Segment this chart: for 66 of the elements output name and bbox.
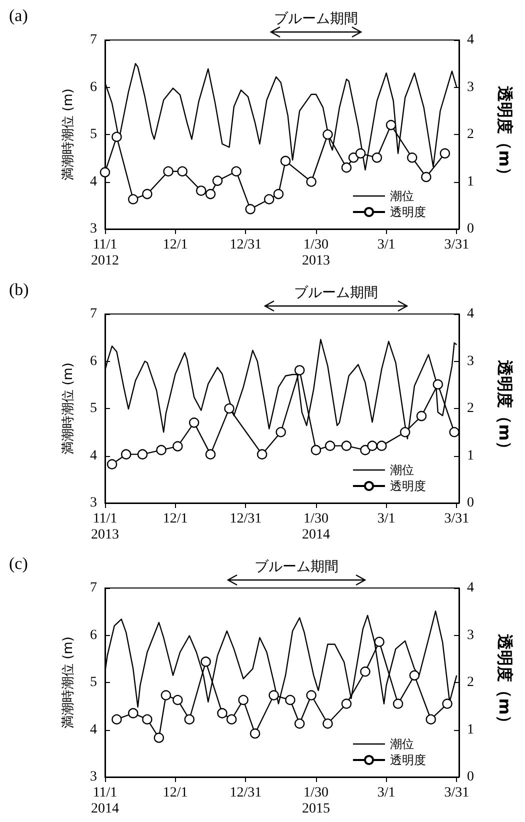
y2-tick-label: 3 xyxy=(467,628,474,643)
chart-title: (a) xyxy=(9,6,28,25)
y2-tick-label: 1 xyxy=(467,722,474,738)
y2-axis-title: 透明度（m） xyxy=(496,359,514,457)
x-tick-label: 12/1 xyxy=(162,512,188,526)
legend-label: 透明度 xyxy=(390,205,426,219)
legend-label: 潮位 xyxy=(390,737,414,751)
chart-title: (c) xyxy=(9,554,28,573)
y2-axis-title: 透明度（m） xyxy=(496,85,514,183)
y2-tick-label: 1 xyxy=(467,448,474,464)
x-tick-label: 11/1 2012 xyxy=(91,238,119,268)
x-tick-label: 12/1 xyxy=(162,786,188,800)
x-tick-label: 3/1 xyxy=(377,238,396,252)
y-tick-label: 6 xyxy=(90,354,97,369)
y-tick-label: 4 xyxy=(90,722,97,738)
y-axis-title: 満潮時潮位 (m) xyxy=(61,636,76,728)
legend-label: 透明度 xyxy=(390,479,426,493)
x-tick-label: 3/31 xyxy=(444,238,470,252)
y2-tick-label: 2 xyxy=(467,127,474,142)
y-tick-label: 7 xyxy=(90,306,97,322)
text: ブルーム期間 xyxy=(274,10,358,28)
y-tick-label: 3 xyxy=(90,222,97,236)
y2-tick-label: 2 xyxy=(467,675,474,690)
x-tick-label: 1/30 2013 xyxy=(302,238,330,268)
y2-tick-label: 4 xyxy=(467,32,474,48)
x-tick-label: 11/1 2013 xyxy=(91,512,119,542)
x-tick-label: 1/30 2014 xyxy=(302,512,330,542)
y2-tick-label: 2 xyxy=(467,401,474,416)
x-tick-label: 3/1 xyxy=(377,512,396,526)
y-tick-label: 6 xyxy=(90,80,97,95)
y2-tick-label: 0 xyxy=(467,496,474,510)
y2-tick-label: 1 xyxy=(467,174,474,190)
y-tick-label: 3 xyxy=(90,770,97,784)
y-tick-label: 5 xyxy=(90,401,97,416)
y2-tick-label: 4 xyxy=(467,580,474,596)
y-tick-label: 3 xyxy=(90,496,97,510)
x-tick-label: 1/30 2015 xyxy=(302,786,330,816)
x-tick-label: 12/31 xyxy=(230,238,262,252)
y2-axis-title: 透明度（m） xyxy=(496,633,514,731)
y-tick-label: 5 xyxy=(90,127,97,142)
y-tick-label: 5 xyxy=(90,675,97,690)
x-tick-label: 3/31 xyxy=(444,786,470,800)
y-axis-title: 満潮時潮位 (m) xyxy=(61,88,76,180)
x-tick-label: 11/1 2014 xyxy=(91,786,119,816)
x-tick-label: 12/31 xyxy=(230,786,262,800)
legend-label: 潮位 xyxy=(390,189,414,203)
text: ブルーム期間 xyxy=(254,558,338,576)
y-axis-title: 満潮時潮位 (m) xyxy=(61,362,76,454)
chart-title: (b) xyxy=(9,280,29,299)
y2-tick-label: 0 xyxy=(467,222,474,236)
y-tick-label: 7 xyxy=(90,580,97,596)
y-tick-label: 6 xyxy=(90,628,97,643)
x-tick-label: 3/1 xyxy=(377,786,396,800)
y2-tick-label: 0 xyxy=(467,770,474,784)
x-tick-label: 3/31 xyxy=(444,512,470,526)
x-tick-label: 12/1 xyxy=(162,238,188,252)
y-tick-label: 4 xyxy=(90,174,97,190)
y2-tick-label: 3 xyxy=(467,80,474,95)
y2-tick-label: 4 xyxy=(467,306,474,322)
x-tick-label: 12/31 xyxy=(230,512,262,526)
text: ブルーム期間 xyxy=(294,284,378,302)
legend-label: 透明度 xyxy=(390,753,426,767)
y2-tick-label: 3 xyxy=(467,354,474,369)
y-tick-label: 4 xyxy=(90,448,97,464)
y-tick-label: 7 xyxy=(90,32,97,48)
legend-label: 潮位 xyxy=(390,463,414,477)
